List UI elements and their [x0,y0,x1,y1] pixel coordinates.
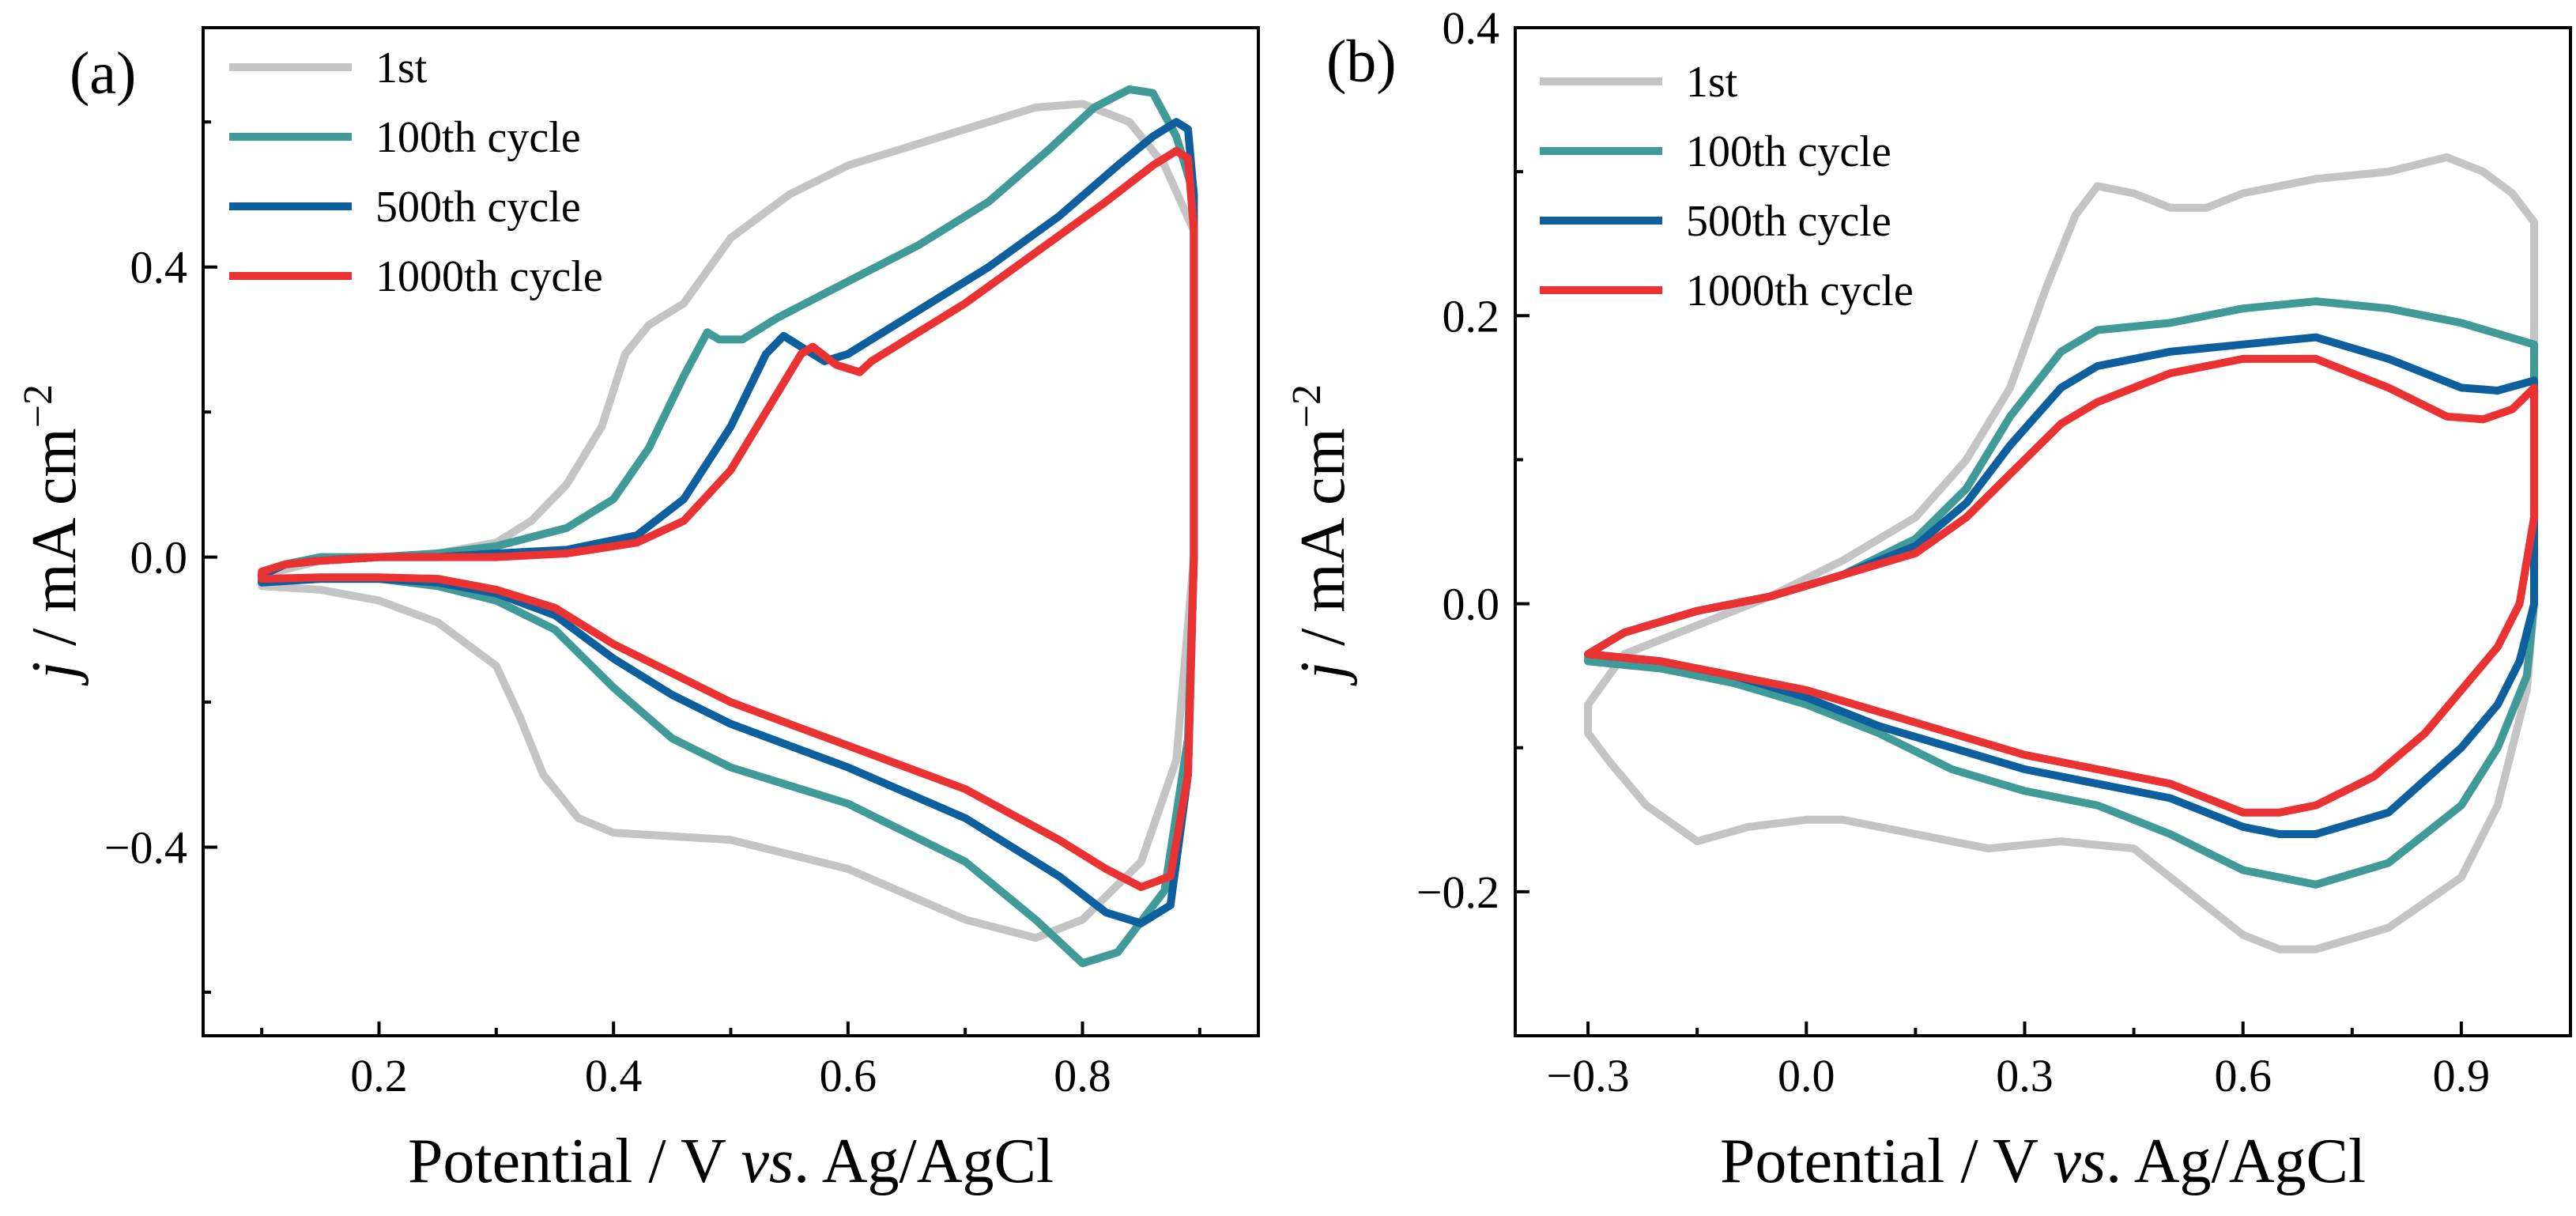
y-tick-label: 0.0 [130,532,188,583]
x-axis-title: Potential / V vs. Ag/AgCl [408,1127,1054,1196]
y-tick-label: −0.2 [1416,867,1499,918]
series-line-1st [1584,153,2538,954]
x-tick-label: −0.3 [1546,1050,1629,1101]
legend-label: 500th cycle [375,183,581,232]
x-tick-label: 0.0 [1778,1050,1835,1101]
x-tick-label: 0.9 [2433,1050,2491,1101]
x-tick-label: 0.2 [350,1050,408,1101]
y-tick-label: −0.4 [104,822,187,874]
series-line-1st [258,100,1198,942]
series-line-1000th [1584,354,2538,817]
legend: 1st 100th cycle 500th cycle 1000th cycle [229,43,603,301]
legend-label: 1000th cycle [375,252,603,301]
panel-label: (b) [1326,28,1397,95]
x-axis-title: Potential / V vs. Ag/AgCl [1720,1127,2366,1196]
legend-label: 500th cycle [1686,197,1891,246]
legend-label: 100th cycle [1686,127,1891,176]
panel-a: 0.2 0.4 0.6 0.8 −0.4 0.0 0.4 Potential / V vs. … [16,26,1260,1196]
x-tick-label: 0.8 [1054,1050,1111,1101]
series-group [258,85,1198,968]
x-tick-label: 0.4 [585,1050,643,1101]
legend-label: 1000th cycle [1686,266,1914,315]
x-tick-label: 0.6 [2214,1050,2272,1101]
y-axis-title: j / mA cm−2 [1284,384,1358,686]
legend-label: 1st [375,43,428,93]
x-tick-label: 0.6 [820,1050,877,1101]
y-tick-label: 0.4 [130,242,188,293]
legend-label: 1st [1686,58,1738,107]
legend: 1st 100th cycle 500th cycle 1000th cycle [1540,58,1914,315]
legend-label: 100th cycle [375,113,581,162]
series-line-100th [258,85,1198,968]
y-tick-label: 0.4 [1443,2,1500,54]
series-line-1000th [258,146,1198,891]
plot-frame [1514,26,2572,1037]
y-tick-label: 0.0 [1443,579,1500,630]
y-tick-label: 0.2 [1443,290,1500,342]
panel-label: (a) [70,40,136,107]
y-axis-title: j / mA cm−2 [16,384,89,686]
x-tick-label: 0.3 [1996,1050,2054,1101]
panel-b: −0.3 0.0 0.3 0.6 0.9 −0.2 0.0 0.2 0.4 Potential /… [1284,2,2572,1196]
series-group [1584,153,2538,954]
